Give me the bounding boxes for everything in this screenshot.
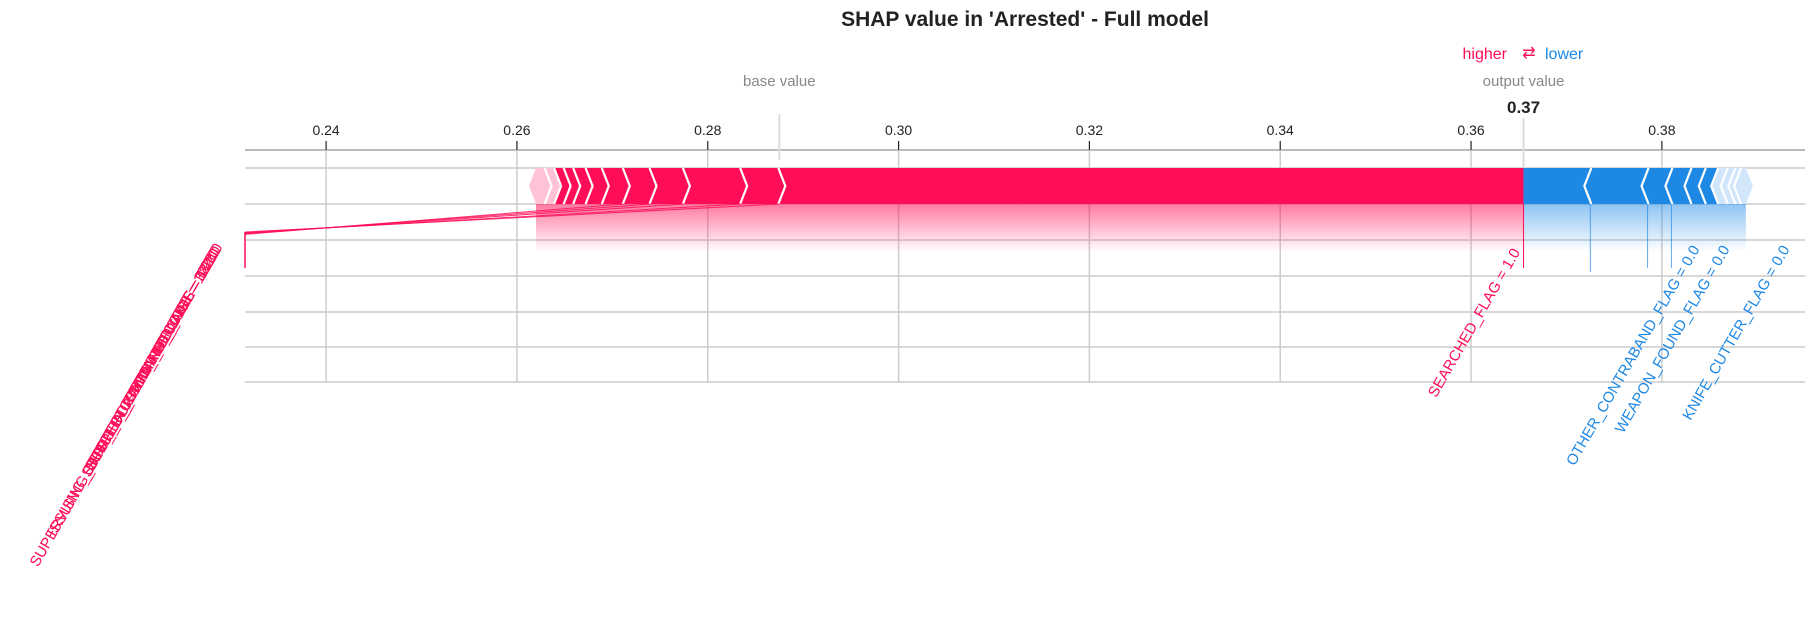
lower-segment <box>1523 168 1591 204</box>
contribution-fills <box>536 204 1746 252</box>
x-tick-label: 0.30 <box>885 122 912 138</box>
higher-segment <box>602 168 631 204</box>
feature-connectors <box>244 203 1672 272</box>
lower-separator <box>1710 167 1720 205</box>
feature-label: KNIFE_CUTTER_FLAG = 0.0 <box>1679 243 1793 424</box>
higher-separator <box>600 167 610 205</box>
x-tick-label: 0.34 <box>1267 122 1294 138</box>
output-value-label: output value <box>1483 73 1565 90</box>
lower-separator <box>1683 167 1693 205</box>
higher-separator <box>777 167 787 205</box>
lower-separator <box>1719 167 1729 205</box>
feature-labels: SEARCHED_FLAG = 1.0SUPERVISING_OFFICER_C… <box>27 241 1794 570</box>
higher-segment <box>683 168 749 204</box>
lower-segment <box>1640 168 1672 204</box>
chart-title: SHAP value in 'Arrested' - Full model <box>841 8 1209 31</box>
feature-label: SEARCHED_FLAG = 1.0 <box>1425 246 1524 401</box>
lower-separator <box>1640 167 1650 205</box>
legend-lower-label: lower <box>1545 46 1584 63</box>
higher-separator <box>553 167 563 205</box>
higher-segment <box>623 168 658 204</box>
feature-label: SUSPECT_REPORTED_AGE = 38.0 <box>81 251 220 475</box>
lower-segment <box>1583 168 1648 204</box>
base-value-label: base value <box>743 73 816 90</box>
segment-separators <box>543 167 1743 205</box>
higher-segment <box>779 168 1524 204</box>
lower-separator <box>1732 167 1743 205</box>
x-tick-label: 0.38 <box>1648 122 1675 138</box>
x-tick-label: 0.28 <box>694 122 721 138</box>
higher-separator <box>562 167 572 205</box>
higher-segment <box>529 168 553 204</box>
x-axis: 0.24 0.26 0.28 0.30 0.32 0.34 0.36 0.38 <box>312 122 1676 150</box>
lower-fade <box>1523 204 1746 252</box>
lower-segment <box>1664 168 1691 204</box>
higher-separator <box>681 167 692 205</box>
x-tick-label: 0.24 <box>312 122 339 138</box>
higher-separator <box>543 167 553 205</box>
higher-segment <box>741 168 787 204</box>
higher-separator <box>621 167 631 205</box>
x-tick-label: 0.36 <box>1457 122 1484 138</box>
higher-segment <box>586 168 610 204</box>
output-value: 0.37 <box>1507 98 1540 117</box>
legend-swap-icon: ⇄ <box>1522 45 1535 62</box>
higher-separator <box>584 167 594 205</box>
feature-connector <box>244 203 624 235</box>
higher-separator <box>648 167 658 205</box>
higher-fade <box>536 204 1524 252</box>
higher-separator <box>739 167 749 205</box>
lower-separator <box>1697 167 1707 205</box>
x-tick-label: 0.26 <box>503 122 530 138</box>
higher-segment <box>650 168 691 204</box>
legend-higher-label: higher <box>1463 46 1508 63</box>
force-bar <box>529 168 1753 204</box>
higher-separator <box>572 167 582 205</box>
lower-separator <box>1727 167 1737 205</box>
lower-separator <box>1664 167 1674 205</box>
x-tick-label: 0.32 <box>1076 122 1103 138</box>
lower-separator <box>1583 167 1593 205</box>
